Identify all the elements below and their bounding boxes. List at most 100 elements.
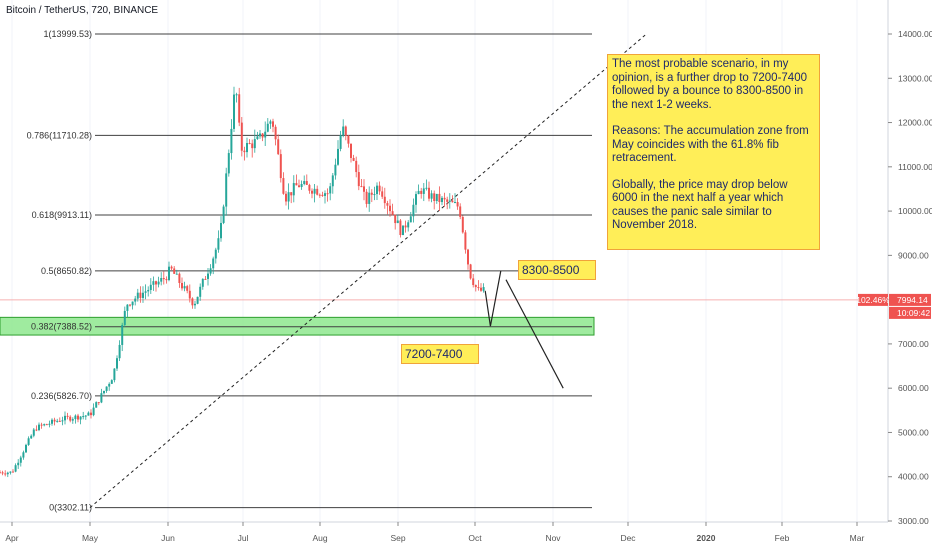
chart-symbol-title: Bitcoin / TetherUS, 720, BINANCE (6, 5, 159, 16)
candle-body (14, 465, 17, 472)
candle-body (100, 393, 103, 403)
candle-body (477, 287, 480, 289)
candle-body (230, 128, 233, 154)
candle-body (186, 286, 189, 291)
candle-body (71, 419, 74, 421)
candle-body (222, 206, 225, 223)
price-tick-label: 4000.00 (898, 472, 929, 482)
candle-body (373, 194, 376, 196)
candle-body (162, 278, 165, 280)
candle-body (123, 310, 126, 325)
candle-body (316, 188, 319, 195)
candle-body (175, 273, 178, 275)
candle-body (331, 175, 334, 187)
candle-body (430, 193, 433, 199)
candle-body (368, 192, 371, 204)
candle-body (292, 183, 295, 196)
candle-body (321, 194, 324, 196)
change-badge (858, 293, 888, 306)
candle-body (264, 131, 267, 138)
candle-body (355, 160, 358, 173)
candle-body (443, 197, 446, 200)
price-tick-label: 9000.00 (898, 250, 929, 260)
candle-body (259, 133, 261, 137)
candle-body (32, 429, 35, 436)
fib-label: 0.618(9913.11) (32, 210, 92, 220)
price-tick-label: 5000.00 (898, 427, 929, 437)
candle-body (178, 273, 181, 283)
time-tick-label: Dec (620, 533, 636, 543)
candle-body (274, 126, 277, 140)
time-tick-label: Mar (850, 533, 865, 543)
time-tick-label: Oct (468, 533, 482, 543)
countdown-badge (889, 306, 931, 319)
candle-body (82, 416, 85, 418)
time-tick-label: Aug (312, 533, 327, 543)
fib-label: 0.382(7388.52) (31, 322, 92, 332)
candle-body (61, 420, 64, 422)
candle-body (105, 386, 108, 391)
candle-body (467, 249, 469, 265)
candle-body (311, 190, 313, 194)
candle-body (456, 202, 459, 207)
candle-body (441, 197, 443, 203)
candle-body (209, 268, 212, 274)
candle-body (108, 383, 111, 387)
candle-body (110, 380, 113, 384)
candle-body (365, 191, 368, 204)
candle-body (412, 204, 415, 217)
candle-body (334, 164, 337, 176)
candle-body (181, 282, 183, 289)
current-price-value: 7994.14 (897, 295, 928, 305)
candle-body (272, 121, 274, 127)
candle-body (396, 220, 399, 224)
candle-body (165, 279, 168, 281)
fib-label: 0(3302.11) (49, 503, 92, 513)
candle-body (422, 188, 425, 194)
candle-body (300, 184, 303, 188)
candle-body (204, 278, 207, 280)
analysis-note: The most probable scenario, in my opinio… (607, 54, 820, 250)
candle-body (233, 94, 235, 129)
candle-body (381, 191, 384, 197)
candle-body (261, 133, 264, 138)
trendline (89, 33, 647, 509)
candle-body (277, 139, 280, 155)
candle-body (469, 264, 472, 279)
candle-body (12, 471, 14, 473)
time-tick-label: Sep (390, 533, 405, 543)
candle-body (4, 473, 7, 475)
candle-body (84, 415, 87, 417)
price-tick-label: 3000.00 (898, 516, 929, 526)
candle-body (121, 324, 124, 345)
candle-body (56, 420, 59, 422)
time-tick-label: Feb (775, 533, 790, 543)
time-axis: Apr May Jun Jul Aug Sep Oct Nov Dec 2020 Feb Mar (0, 521, 888, 543)
note-paragraph-3: Globally, the price may drop below 6000 … (612, 178, 788, 232)
candle-body (386, 203, 389, 206)
candle-body (217, 238, 220, 250)
candle-body (35, 429, 38, 431)
candle-body (69, 416, 72, 421)
candle-body (253, 139, 256, 149)
candle-body (147, 289, 150, 292)
time-tick-label: Apr (5, 533, 18, 543)
candle-body (339, 135, 342, 149)
candle-body (251, 143, 254, 149)
candle-body (142, 292, 144, 298)
fib-label: 1(13999.53) (43, 29, 92, 39)
candle-body (155, 281, 157, 285)
price-axis-bg (888, 0, 932, 550)
scenario-drop-line (505, 279, 564, 389)
candle-body (363, 186, 365, 192)
candle-body (285, 193, 287, 202)
price-candles (0, 86, 485, 478)
candle-body (90, 412, 92, 416)
candle-body (482, 287, 485, 291)
candle-body (428, 187, 430, 199)
candle-body (27, 438, 30, 445)
candle-body (194, 303, 196, 306)
candle-body (240, 122, 243, 151)
candle-body (97, 402, 100, 404)
